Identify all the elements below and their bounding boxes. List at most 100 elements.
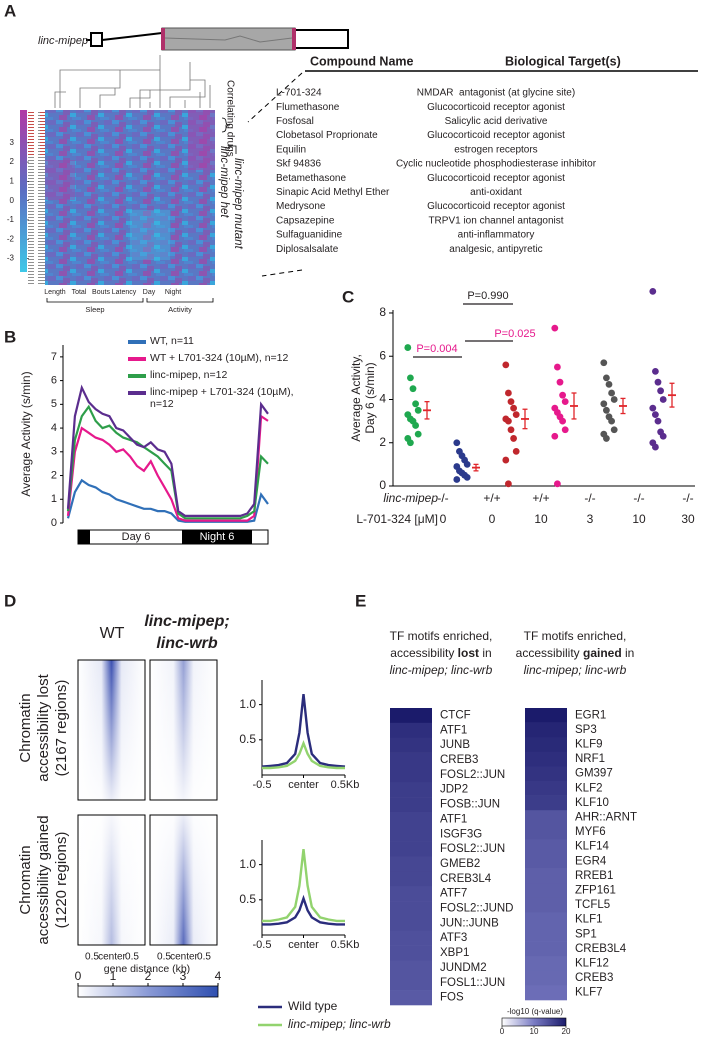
motif-label: KLF2: [575, 782, 603, 794]
column-title: WT: [100, 625, 125, 642]
y-tick-label: 3: [51, 446, 57, 458]
heat-cell: [390, 737, 432, 753]
data-point: [608, 417, 615, 425]
header-part: linc-mipep; linc-wrb: [390, 663, 493, 677]
motif-label: ZFP161: [575, 885, 616, 897]
column-label: Bouts: [92, 289, 110, 296]
heatmap-gained-mutant: [149, 814, 218, 946]
column-label: Latency: [112, 289, 137, 296]
data-point: [404, 344, 412, 351]
heatmap-x-tick-label: center: [98, 952, 126, 963]
p-value: P=0.990: [467, 290, 508, 302]
motif-label: KLF14: [575, 841, 609, 853]
genotype-label: -/-: [584, 491, 595, 505]
motif-label: KLF1: [575, 914, 603, 926]
motif-label: SP1: [575, 928, 597, 940]
column-header: accessibility gained in: [516, 646, 635, 660]
colorbar-tick-label: 0: [10, 196, 15, 205]
panel-label: E: [355, 591, 366, 610]
data-point: [659, 396, 667, 403]
motif-label: RREB1: [575, 870, 613, 882]
series-line: [66, 478, 269, 523]
legend-entry: linc-mipep, n=12: [150, 369, 228, 381]
data-point: [654, 417, 662, 425]
y-tick-label: 0: [379, 478, 386, 492]
data-point: [409, 385, 417, 393]
y-axis-label: Average Activity (s/min): [19, 371, 33, 496]
heatmap-x-tick-label: center: [170, 952, 198, 963]
motif-label: FOS: [440, 992, 464, 1004]
compound-name: Clobetasol Proprionate: [276, 130, 378, 141]
header-part: in: [622, 646, 635, 660]
biological-target: Glucocorticoid receptor agonist: [427, 130, 565, 141]
colorbar-label: -log10 (q-value): [507, 1007, 563, 1016]
p-value: P=0.025: [494, 328, 535, 340]
data-point: [649, 287, 657, 295]
motif-label: ISGF3G: [440, 828, 482, 840]
heat-cell: [525, 970, 567, 986]
x-tick-label: -0.5: [253, 939, 272, 951]
side-label: linc-mipep mutant: [232, 158, 244, 250]
data-point: [610, 426, 618, 434]
data-point: [657, 387, 664, 395]
motif-label: JUN::JUNB: [440, 917, 499, 929]
legend-label: linc-mipep, n=12: [150, 369, 228, 381]
motif-label: NRF1: [575, 753, 605, 765]
heat-cell: [390, 841, 432, 857]
motif-label: TCFL5: [575, 899, 610, 911]
dendrogram-top: [54, 55, 211, 108]
colorbar: [20, 110, 27, 272]
x-tick-label: center: [288, 779, 319, 791]
y-axis-label: Day 6 (s/min): [363, 362, 377, 433]
heat-cell: [525, 985, 567, 1001]
colorbar-tick-label: 10: [530, 1027, 539, 1036]
heatmap-x-tick-label: 0.5: [85, 952, 99, 963]
y-tick-label: 6: [379, 348, 386, 362]
row-label: Chromatin: [17, 845, 34, 914]
legend-label: linc-mipep + L701-324 (10µM), n=12: [150, 386, 294, 410]
data-point: [463, 473, 471, 481]
header-part: gained: [583, 646, 622, 660]
heat-cell: [525, 737, 567, 753]
biological-target: analgesic, antipyretic: [449, 244, 542, 255]
motif-label: FOSL2::JUND: [440, 903, 514, 915]
y-axis-label: Average Activity,: [349, 354, 363, 442]
motif-label: GM397: [575, 768, 613, 780]
y-tick-label: 7: [51, 351, 57, 363]
heatmap-x-tick-label: 0.5: [125, 952, 139, 963]
motif-label: EGR4: [575, 855, 607, 867]
header-part: accessibility: [516, 646, 583, 660]
genotype-label: -/-: [633, 491, 644, 505]
motif-label: KLF12: [575, 958, 609, 970]
row-label: (1220 regions): [53, 832, 70, 929]
column-title: linc-mipep;: [144, 613, 229, 630]
row-label: linc-mipep: [383, 491, 438, 505]
panel-label: C: [342, 287, 354, 306]
data-point: [559, 391, 566, 399]
column-label: Night: [165, 289, 181, 296]
day-night-bar: [77, 529, 269, 545]
column-header: TF motifs enriched,: [390, 629, 493, 643]
motif-label: CREB3L4: [440, 873, 492, 885]
column-header: linc-mipep; linc-wrb: [524, 663, 627, 677]
colorbar-tick-label: 20: [562, 1027, 571, 1036]
dose-label: 0: [489, 512, 496, 526]
compound-name: Flumethasone: [276, 102, 340, 113]
heatmap-region: [45, 160, 75, 200]
heat-cell: [525, 722, 567, 738]
data-point: [559, 417, 566, 425]
data-point: [412, 422, 419, 429]
motif-label: MYF6: [575, 826, 606, 838]
heatmap-region: [188, 110, 215, 170]
colorbar-tick-label: 2: [145, 969, 152, 983]
heat-cell: [390, 975, 432, 991]
colorbar-tick-label: 0: [500, 1027, 505, 1036]
data-point: [551, 324, 559, 332]
heat-cell: [390, 960, 432, 976]
heat-cell: [390, 915, 432, 932]
x-tick-label: -0.5: [253, 779, 272, 791]
biological-target: Glucocorticoid receptor agonist: [427, 201, 565, 212]
data-point: [556, 378, 564, 386]
x-axis-label: gene distance (kb): [104, 963, 190, 975]
motif-label: CREB3L4: [575, 943, 627, 955]
